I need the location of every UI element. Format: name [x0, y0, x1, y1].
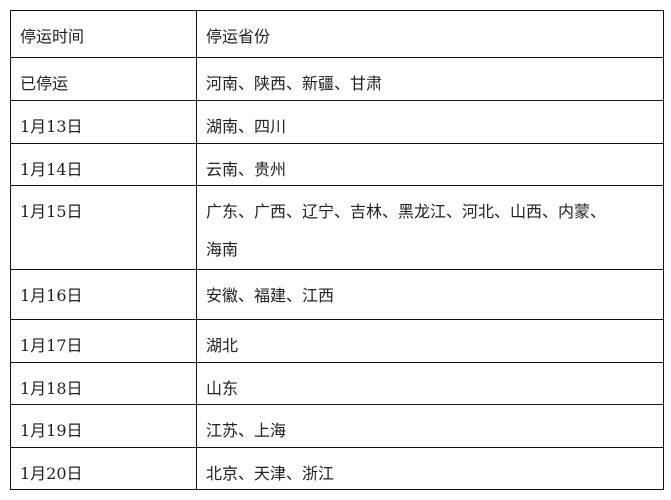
table-row: 1月19日 江苏、上海	[10, 404, 664, 448]
row-provinces-line1: 广东、广西、辽宁、吉林、黑龙江、河北、山西、内蒙、	[206, 202, 607, 221]
row-time: 已停运	[10, 57, 197, 101]
row-time: 1月14日	[10, 143, 197, 186]
table-row: 1月20日 北京、天津、浙江	[10, 447, 664, 490]
table-row: 1月17日 湖北	[10, 319, 664, 363]
row-provinces: 江苏、上海	[196, 404, 664, 448]
row-provinces: 湖北	[196, 319, 664, 363]
row-time: 1月15日	[10, 185, 197, 270]
header-time: 停运时间	[10, 10, 197, 58]
table-row: 1月15日 广东、广西、辽宁、吉林、黑龙江、河北、山西、内蒙、 海南	[10, 185, 664, 270]
table-row: 1月18日 山东	[10, 362, 664, 405]
row-provinces: 湖南、四川	[196, 100, 664, 144]
row-provinces: 河南、陕西、新疆、甘肃	[196, 57, 664, 101]
header-provinces: 停运省份	[196, 10, 664, 58]
table-row: 1月14日 云南、贵州	[10, 143, 664, 186]
row-time: 1月20日	[10, 447, 197, 490]
row-time: 1月13日	[10, 100, 197, 144]
row-provinces: 广东、广西、辽宁、吉林、黑龙江、河北、山西、内蒙、 海南	[196, 185, 664, 270]
row-provinces: 北京、天津、浙江	[196, 447, 664, 490]
row-provinces: 安徽、福建、江西	[196, 269, 664, 320]
table-header-row: 停运时间 停运省份	[10, 10, 664, 58]
row-time: 1月18日	[10, 362, 197, 405]
suspension-schedule-table: 停运时间 停运省份 已停运 河南、陕西、新疆、甘肃 1月13日 湖南、四川 1月…	[10, 10, 664, 490]
table-row: 1月13日 湖南、四川	[10, 100, 664, 144]
table-row: 1月16日 安徽、福建、江西	[10, 269, 664, 320]
row-provinces: 山东	[196, 362, 664, 405]
row-time: 1月16日	[10, 269, 197, 320]
row-time: 1月19日	[10, 404, 197, 448]
row-provinces: 云南、贵州	[196, 143, 664, 186]
row-provinces-line2: 海南	[206, 240, 239, 259]
row-time: 1月17日	[10, 319, 197, 363]
table-row: 已停运 河南、陕西、新疆、甘肃	[10, 57, 664, 101]
